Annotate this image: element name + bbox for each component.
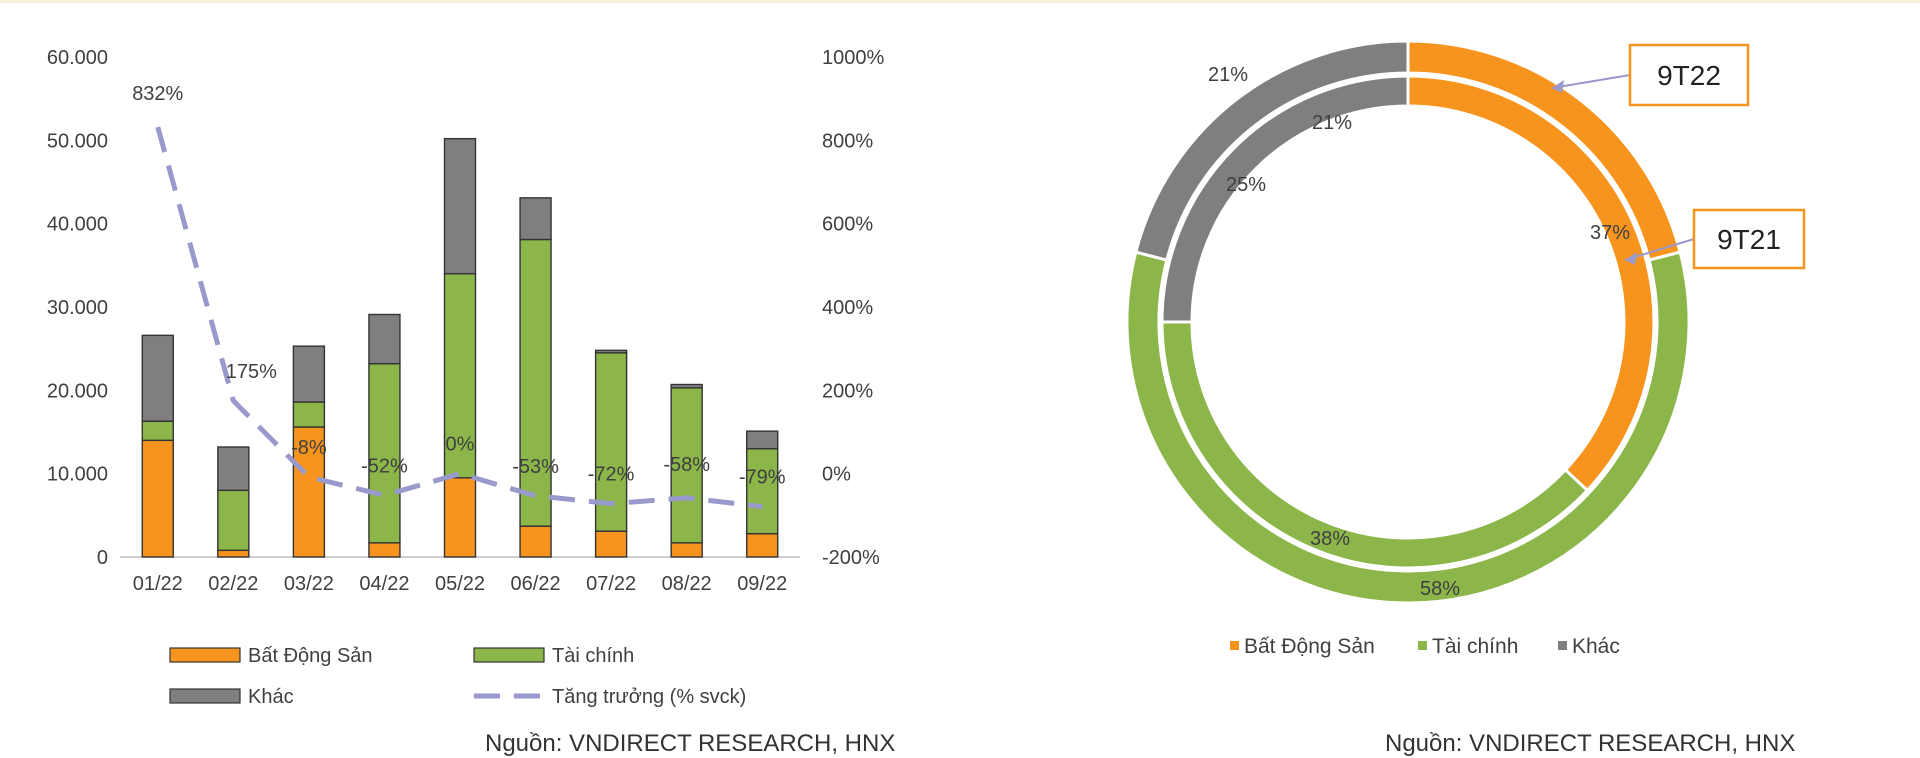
callout-box <box>1628 43 1750 107</box>
bar-segment <box>443 477 477 558</box>
callout-arrow <box>1624 238 1695 261</box>
bar-segment <box>594 530 628 558</box>
x-axis-tick-label: 04/22 <box>359 573 409 595</box>
y2-axis-tick-label: 400% <box>822 297 873 319</box>
bar-segment <box>443 272 477 479</box>
source-note-left: Nguồn: VNDIRECT RESEARCH, HNX <box>485 730 896 757</box>
donut-slice <box>1160 74 1410 324</box>
bar-segment <box>217 446 250 492</box>
bar-segment <box>217 549 250 558</box>
y-axis-tick-label: 40.000 <box>47 214 108 236</box>
x-axis-tick-label: 09/22 <box>737 573 787 595</box>
growth-data-label: -79% <box>739 467 786 489</box>
legend-swatch <box>1558 641 1567 650</box>
growth-data-label: -53% <box>512 456 559 478</box>
bar-segment <box>292 345 326 403</box>
bar-segment <box>443 137 477 275</box>
donut-chart: 21% 58% 21% 37% 38% 25% 9T22 9T21 Bất Động Sản Tà… <box>1125 39 1806 658</box>
legend-swatch <box>1418 641 1427 650</box>
bar-segment <box>746 447 779 535</box>
donut-slice <box>1134 39 1410 262</box>
x-axis-tick-label: 08/22 <box>662 573 712 595</box>
donut-data-label: 58% <box>1420 578 1460 600</box>
callout-label: 9T21 <box>1717 224 1781 255</box>
y-axis-tick-label: 50.000 <box>47 130 108 152</box>
y2-axis-tick-label: -200% <box>822 547 880 569</box>
growth-data-label: -8% <box>291 437 327 459</box>
callout-arrowhead <box>1552 80 1564 93</box>
bar-segment <box>368 542 401 558</box>
stacked-bar-chart-panel: 0 10.000 20.000 30.000 40.000 50.000 60.000 -20… <box>0 0 940 746</box>
donut-data-label: 37% <box>1590 222 1630 244</box>
legend-label: Bất Động Sản <box>248 645 373 667</box>
bar-segment <box>292 401 326 428</box>
legend-label: Khác <box>248 686 294 708</box>
growth-data-label: -52% <box>361 455 408 477</box>
bar-segment <box>746 532 779 558</box>
bar-segment <box>519 197 552 241</box>
callout-box <box>1692 208 1806 270</box>
x-axis-tick-label: 05/22 <box>435 573 485 595</box>
x-axis-tick-label: 07/22 <box>586 573 636 595</box>
x-axis-tick-label: 01/22 <box>133 573 183 595</box>
y2-axis-tick-label: 800% <box>822 130 873 152</box>
y-axis-tick-label: 30.000 <box>47 297 108 319</box>
donut-data-label: 25% <box>1226 174 1266 196</box>
x-axis-tick-label: 03/22 <box>284 573 334 595</box>
bar-segment <box>746 430 779 450</box>
legend-swatch <box>169 688 241 704</box>
y2-axis-tick-label: 0% <box>822 464 851 486</box>
growth-data-label: 0% <box>446 434 475 456</box>
donut-data-label: 21% <box>1312 112 1352 134</box>
bar-segment <box>594 349 628 354</box>
legend-label: Tài chính <box>552 645 634 667</box>
donut-data-label: 38% <box>1310 528 1350 550</box>
y2-axis-tick-label: 1000% <box>822 47 884 69</box>
x-axis-tick-label: 02/22 <box>208 573 258 595</box>
bar-segment <box>217 489 250 552</box>
bar-segment <box>670 542 703 558</box>
legend-label: Tăng trưởng (% svck) <box>552 686 746 708</box>
top-border <box>0 0 1920 3</box>
bar-segment <box>141 334 174 422</box>
callout-arrow <box>1551 74 1631 89</box>
bar-segment <box>368 313 401 365</box>
x-axis-tick-label: 06/22 <box>511 573 561 595</box>
y-axis-tick-label: 60.000 <box>47 47 108 69</box>
y-axis-tick-label: 20.000 <box>47 380 108 402</box>
bar-segment <box>141 420 174 442</box>
bar-segment <box>670 383 703 389</box>
callout-label: 9T22 <box>1657 60 1721 91</box>
growth-data-label: 175% <box>226 361 277 383</box>
legend-swatch <box>1230 641 1239 650</box>
growth-data-label: -58% <box>663 454 710 476</box>
legend-swatch <box>169 647 241 663</box>
growth-data-label: 832% <box>132 83 183 105</box>
stacked-bar-chart: 0 10.000 20.000 30.000 40.000 50.000 60.000 -20… <box>47 47 885 708</box>
y-axis-tick-label: 0 <box>97 547 108 569</box>
bar-segment <box>519 525 552 558</box>
callout-arrowhead <box>1625 252 1637 265</box>
y-axis-tick-label: 10.000 <box>47 464 108 486</box>
bar-segment <box>519 238 552 527</box>
donut-chart-panel: 21% 58% 21% 37% 38% 25% 9T22 9T21 Bất Động Sản Tà… <box>940 0 1920 746</box>
bar-segment <box>141 439 174 558</box>
donut-data-label: 21% <box>1208 64 1248 86</box>
y2-axis-tick-label: 200% <box>822 380 873 402</box>
legend-label: Tài chính <box>1432 635 1518 658</box>
source-note-right: Nguồn: VNDIRECT RESEARCH, HNX <box>1385 730 1796 757</box>
legend-label: Bất Động Sản <box>1244 635 1375 658</box>
legend-swatch <box>473 647 545 663</box>
y2-axis-tick-label: 600% <box>822 214 873 236</box>
growth-data-label: -72% <box>588 464 635 486</box>
legend-label: Khác <box>1572 635 1620 658</box>
bar-segment <box>368 362 401 544</box>
